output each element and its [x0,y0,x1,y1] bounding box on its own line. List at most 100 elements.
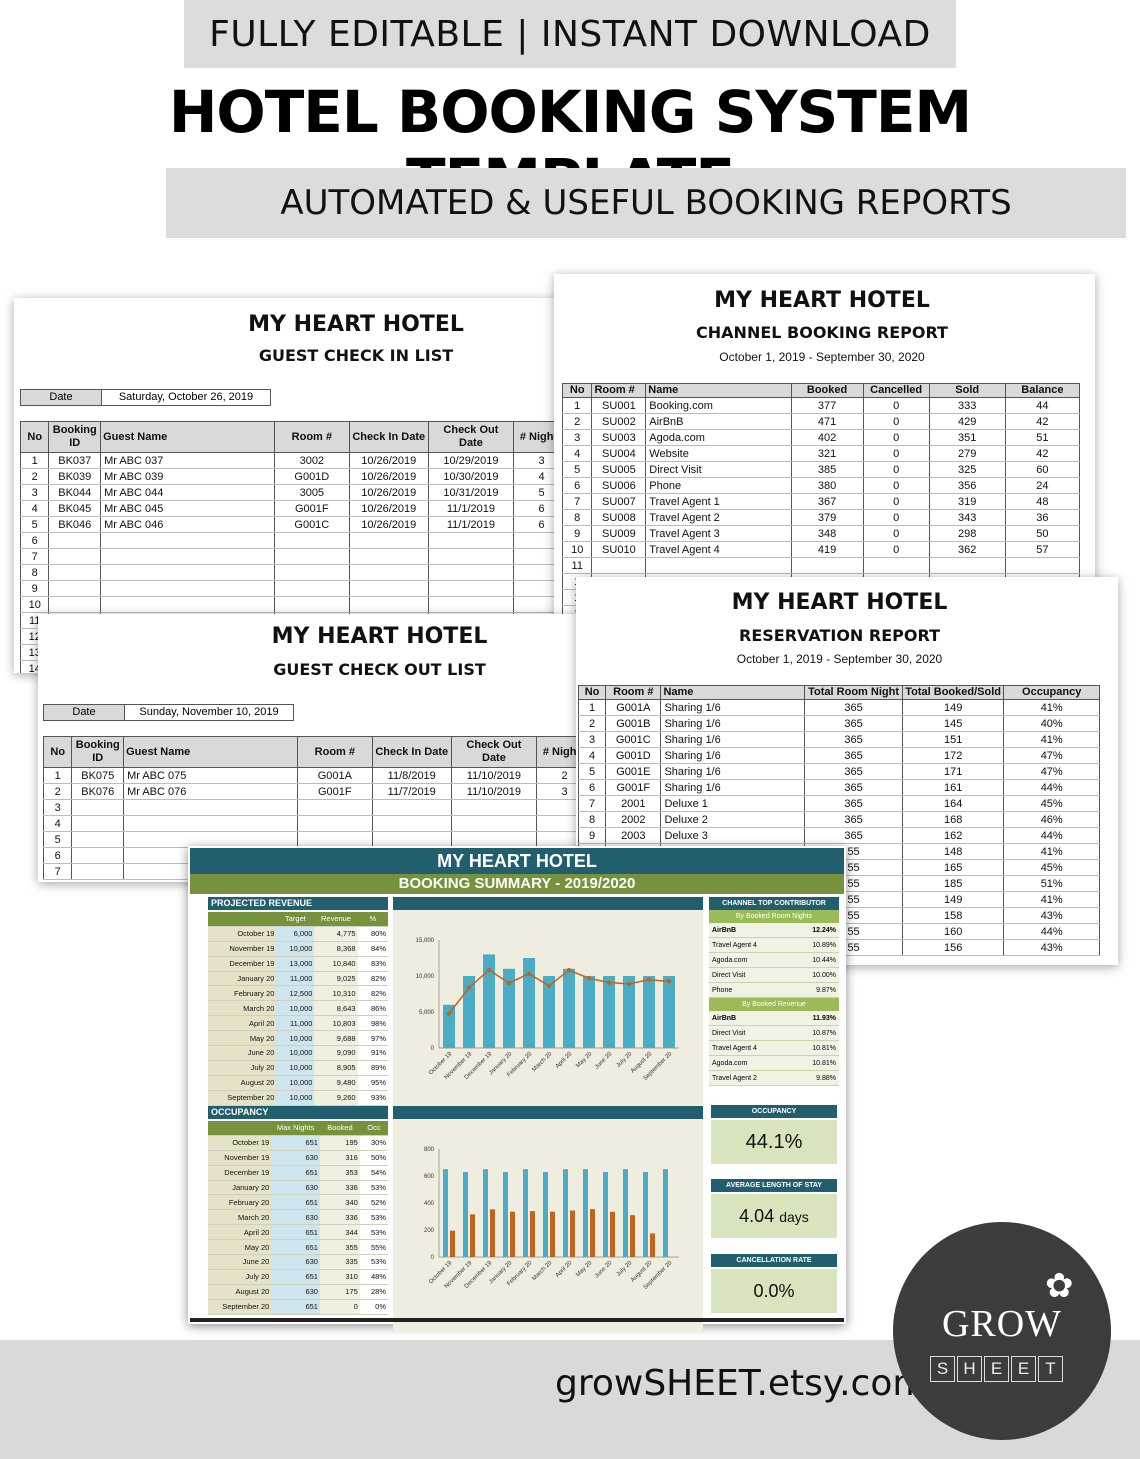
col-sold: Sold [928,383,1006,398]
bar [543,976,555,1048]
checkin-hotel-name: MY HEART HOTEL [248,312,464,337]
table-cell [450,815,538,832]
kpi-als-number: 4.04 [739,1206,775,1226]
top-banner: FULLY EDITABLE | INSTANT DOWNLOAD [184,0,956,68]
table-cell: 0 [862,413,930,430]
table-cell: Agoda.com [645,429,792,446]
table-row: April 20 651 344 53% [208,1224,388,1241]
channel-share: 10.81% [812,1059,836,1067]
table-cell: 7 [19,548,50,565]
table-row: July 20 651 310 48% [208,1269,388,1285]
bar [650,1233,655,1257]
table-cell: 41% [1003,843,1100,860]
channel-contributor-row: Agoda.com 10.44% [709,953,839,968]
table-cell: 2002 [605,811,662,828]
table-cell: 12,500 [276,985,315,1002]
table-cell: January 20 [208,971,277,987]
table-row: 9 SU009 Travel Agent 3 348 0 298 50 [561,525,1081,542]
table-cell: 630 [271,1150,320,1166]
reservation-title: RESERVATION REPORT [739,626,940,645]
table-cell [348,532,429,549]
dashboard-title: BOOKING SUMMARY - 2019/2020 [190,874,844,894]
table-cell: 148 [901,843,1005,860]
table-cell: March 20 [208,1209,272,1226]
table-cell [427,548,515,565]
table-row: May 20 651 355 55% [208,1239,388,1256]
table-cell: 6,000 [276,926,315,942]
table-cell: Mr ABC 044 [100,484,275,501]
table-cell: 30% [359,1135,388,1151]
table-row: 5 BK046 Mr ABC 046 G001C 10/26/2019 11/1/2019… [19,516,570,533]
col-name: Name [660,685,806,700]
checkin-title: GUEST CHECK IN LIST [258,346,454,365]
table-cell: 471 [790,413,864,430]
table-cell: G001A [296,767,373,784]
kpi-cancel-value: 0.0% [711,1269,837,1313]
bar [443,1004,455,1048]
table-cell: 380 [790,477,864,494]
table-cell: 54% [359,1165,388,1181]
table-cell: SU009 [591,525,647,542]
table-cell: 55% [359,1239,388,1256]
table-cell: 43% [1003,939,1100,956]
table-cell [123,799,298,816]
table-cell [296,799,373,816]
table-cell: AirBnB [645,413,792,430]
table-cell: BK075 [71,767,125,784]
table-cell: SU010 [591,541,647,558]
table-cell: 47% [1003,763,1100,780]
table-cell: 4 [19,500,50,517]
table-cell [427,564,515,581]
table-cell: 168 [901,811,1005,828]
table-cell: 10,000 [276,1090,315,1106]
channel-share: 10.89% [812,941,836,949]
kpi-cancel-text: 0.0% [753,1281,795,1301]
table-cell: Sharing 1/6 [660,763,806,780]
table-cell: 7 [561,493,593,510]
table-cell: 4,775 [314,926,358,942]
table-cell [71,815,125,832]
table-cell: November 19 [208,941,277,957]
table-cell: 10/29/2019 [427,452,515,469]
table-cell: Booking.com [645,397,792,414]
col-booking-id: Booking ID [71,736,125,768]
table-cell: G001B [605,715,662,732]
line-point [586,976,592,981]
table-cell: 149 [901,699,1005,716]
table-cell: 10,000 [276,1060,315,1076]
table-row: August 20 630 175 28% [208,1284,388,1300]
table-cell: 0 [862,493,930,510]
table-cell: 82% [357,985,388,1002]
table-cell: 1 [19,452,50,469]
table-cell [296,815,373,832]
y-tick-label: 0 [431,1255,435,1261]
checkin-header-row: No Booking ID Guest Name Room # Check In… [19,421,570,453]
shop-url[interactable]: growSHEET.etsy.com [555,1363,928,1404]
table-cell: BK044 [48,484,102,501]
table-cell: Deluxe 3 [660,827,806,844]
checkout-date-box: Date Sunday, November 10, 2019 [43,704,294,721]
table-row: July 20 10,000 8,905 89% [208,1060,388,1076]
logo-letter: T [1038,1356,1063,1382]
table-cell: Direct Visit [645,461,792,478]
table-cell: 98% [357,1015,388,1032]
table-cell: 50 [1004,525,1081,542]
table-cell: 45% [1003,859,1100,876]
table-cell: SU008 [591,509,647,526]
table-cell: 11 [561,557,593,574]
table-cell: 310 [319,1269,360,1285]
table-cell [348,548,429,565]
bar [523,1169,528,1257]
channel-contributor-row: Direct Visit 10.87% [709,1026,839,1041]
table-cell: 10 [19,596,50,613]
channel-header-row: No Room # Name Booked Cancelled Sold Bal… [561,383,1081,398]
checkout-table: No Booking ID Guest Name Room # Check In… [42,736,583,880]
revenue-chart-panel: 0 5,000 10,000 15,000 October 19 November 19 D… [393,897,703,1120]
table-cell: Website [645,445,792,462]
channel-top-panel: CHANNEL TOP CONTRIBUTOR By Booked Room N… [709,897,839,1086]
table-cell: G001C [273,516,350,533]
col-no: No [42,736,73,768]
channel-share: 12.24% [812,926,836,934]
bar [643,1171,648,1257]
x-tick-label: June 20 [594,1260,614,1280]
